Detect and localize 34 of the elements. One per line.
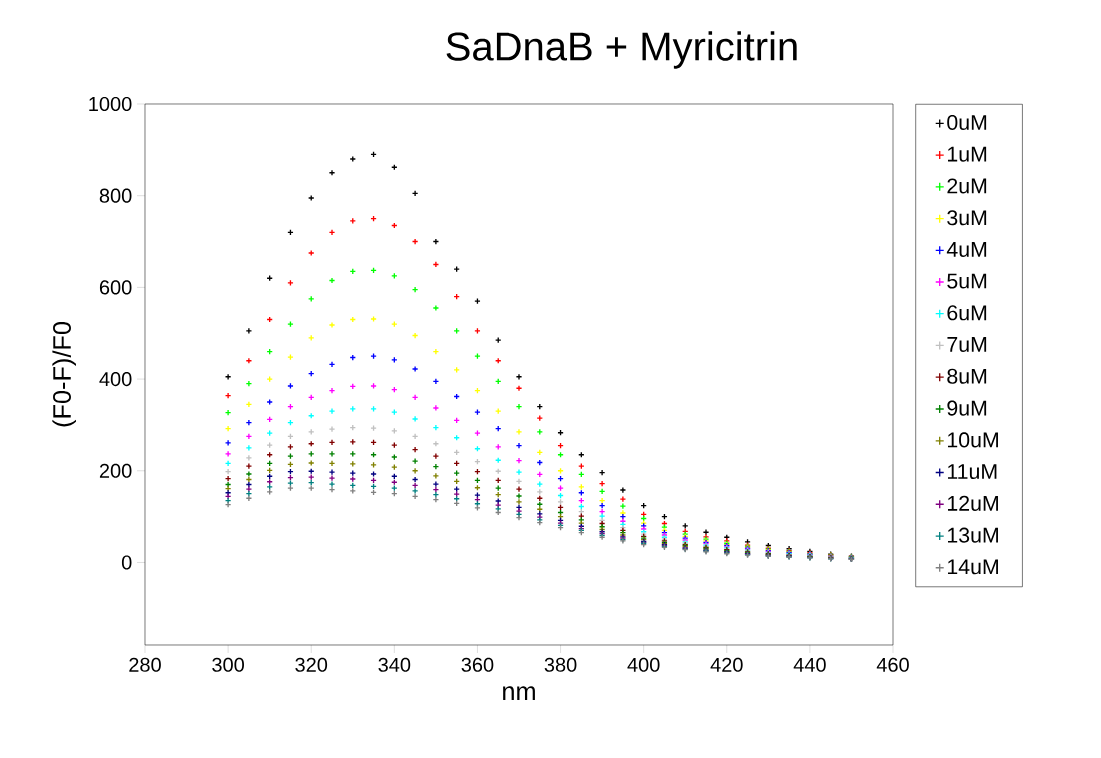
legend-label: 3uM xyxy=(947,210,987,226)
x-tick-label: 400 xyxy=(627,657,660,672)
legend-label: 11uM xyxy=(948,464,997,480)
x-tick-label: 380 xyxy=(544,657,577,672)
legend-label: 0uM xyxy=(947,114,987,131)
y-tick-label: 1000 xyxy=(89,96,132,112)
x-tick-label: 320 xyxy=(295,657,328,672)
legend-label: 14uM xyxy=(948,559,998,575)
y-tick-label: 200 xyxy=(99,463,132,478)
legend-label: 4uM xyxy=(946,242,987,257)
y-tick-label: 600 xyxy=(99,280,132,295)
legend-label: 1uM xyxy=(948,146,987,162)
x-axis-title: nm xyxy=(503,686,535,700)
legend-label: 5uM xyxy=(947,273,987,289)
x-tick-label: 360 xyxy=(461,657,494,672)
y-tick-label: 400 xyxy=(99,372,132,387)
legend-label: 9uM xyxy=(947,400,987,416)
legend-label: 8uM xyxy=(947,368,987,384)
legend-label: 12uM xyxy=(948,495,998,511)
legend-label: 6uM xyxy=(947,305,987,321)
y-tick-label: 800 xyxy=(99,188,132,203)
x-tick-label: 300 xyxy=(212,657,244,672)
legend-label: 7uM xyxy=(947,337,987,352)
x-tick-label: 460 xyxy=(876,657,909,672)
y-axis-title: (F0-F)/F0 xyxy=(52,322,76,427)
x-tick-label: 340 xyxy=(378,657,411,672)
x-tick-label: 440 xyxy=(793,657,826,672)
x-tick-label: 420 xyxy=(710,657,743,672)
legend-label: 13uM xyxy=(948,527,998,543)
x-tick-label: 280 xyxy=(129,657,161,672)
legend-label: 2uM xyxy=(947,178,987,194)
chart-title: SaDnaB + Myricitrin xyxy=(446,31,797,69)
legend-label: 10uM xyxy=(948,432,998,448)
y-tick-label: 0 xyxy=(121,555,132,570)
